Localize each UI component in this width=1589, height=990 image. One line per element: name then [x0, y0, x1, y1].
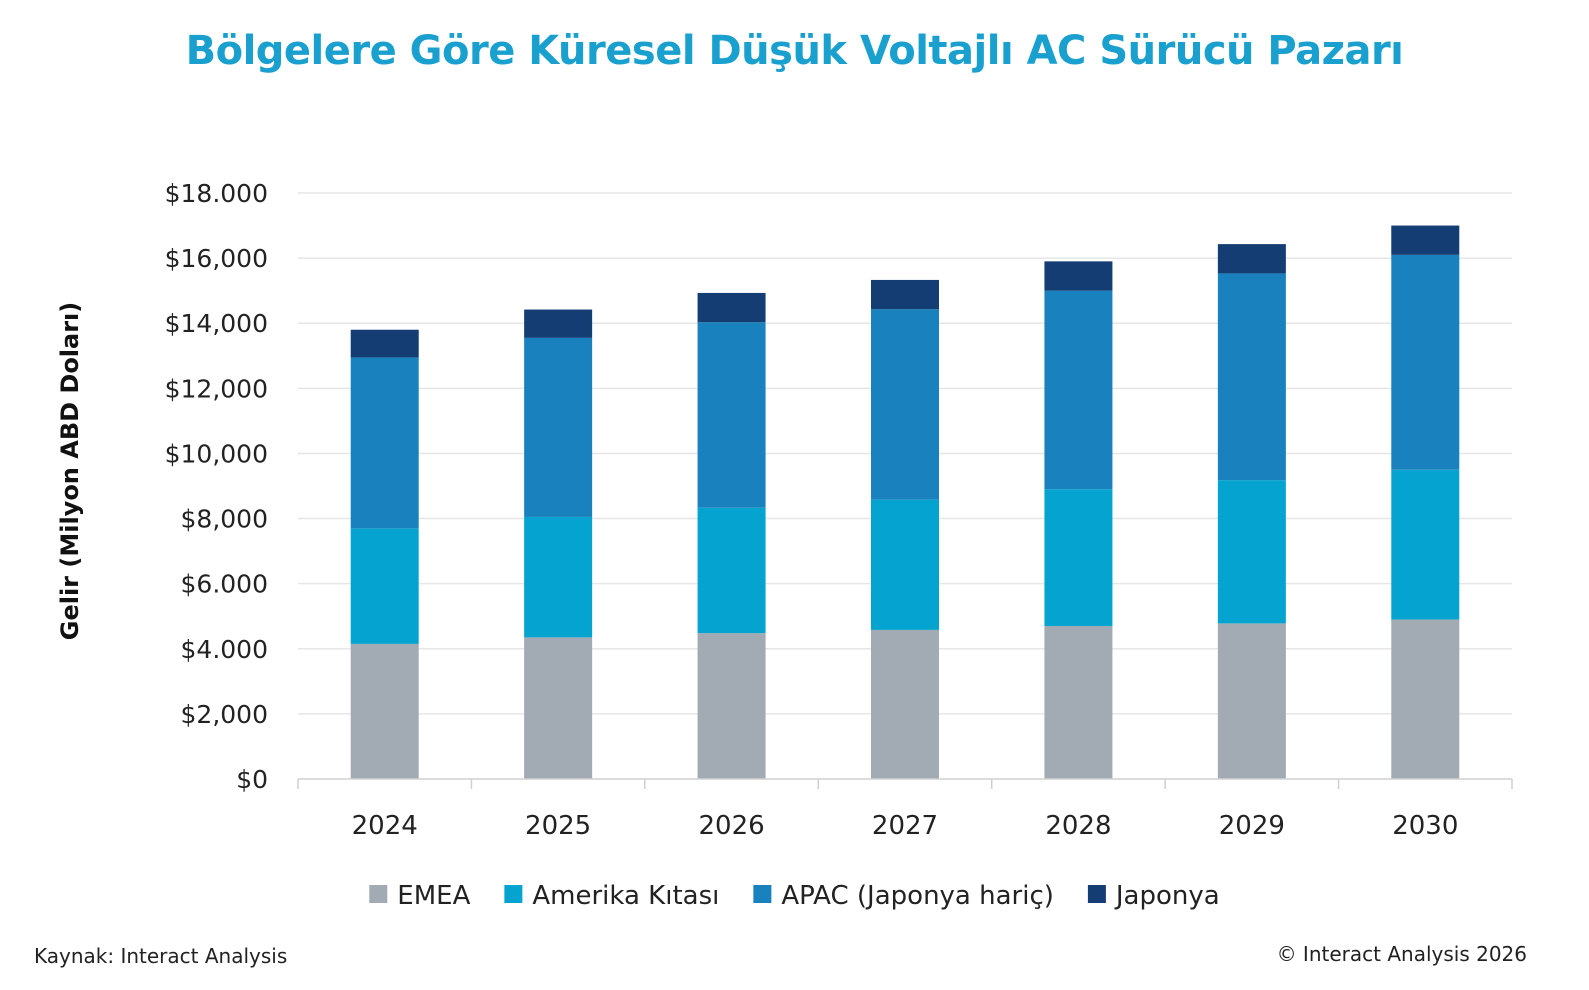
bar-segment: [524, 309, 593, 338]
y-tick-label: $14,000: [165, 309, 268, 338]
bar-segment: [1391, 225, 1460, 255]
x-tick-label: 2025: [525, 811, 591, 841]
bar-segment: [1391, 619, 1460, 779]
bar-segment: [1217, 480, 1286, 624]
bar-segment: [350, 643, 419, 779]
bar-segment: [871, 279, 939, 310]
x-tick-label: 2026: [698, 811, 764, 841]
x-tick-label: 2029: [1219, 811, 1285, 841]
bar-segment: [350, 528, 419, 644]
y-tick-label: $0: [236, 765, 268, 794]
bar-segment: [1391, 469, 1460, 620]
y-tick-label: $8,000: [181, 505, 268, 534]
legend-swatch: [369, 885, 388, 903]
bar-segment: [697, 507, 766, 634]
legend-item: Amerika Kıtası: [504, 881, 719, 911]
bar-segment: [871, 629, 939, 779]
x-tick-label: 2024: [352, 811, 418, 841]
legend-swatch: [504, 885, 523, 903]
legend-item: Japonya: [1087, 881, 1220, 911]
y-axis-title: Gelir (Milyon ABD Doları): [56, 302, 84, 641]
bar-segment: [871, 309, 939, 500]
legend-label: Amerika Kıtası: [532, 881, 719, 911]
legend-item: APAC (Japonya hariç): [753, 881, 1054, 911]
legend-item: EMEA: [369, 881, 471, 911]
bar-segment: [350, 329, 419, 358]
bar-segment: [524, 637, 593, 779]
legend: EMEA Amerika Kıtası APAC (Japonya hariç) Ja…: [369, 881, 1220, 911]
y-tick-label: $10,000: [165, 439, 268, 468]
bar-segment: [1044, 261, 1113, 291]
bar-segment: [871, 499, 939, 630]
y-tick-label: $2,000: [181, 700, 268, 729]
bar-segment: [697, 322, 766, 508]
legend-swatch: [753, 885, 772, 903]
bar-segment: [1044, 290, 1113, 490]
legend-label: Japonya: [1114, 881, 1220, 911]
y-axis-label: Gelir (Milyon ABD Doları): [56, 302, 84, 641]
y-tick-label: $6.000: [181, 570, 268, 599]
bars: [350, 225, 1460, 779]
y-tick-label: $16,000: [165, 244, 268, 273]
bar-segment: [1217, 273, 1286, 481]
axes: $0 $2,000 $4.000 $6.000 $8,000 $10,000 $12,000…: [165, 179, 1513, 841]
legend-label: EMEA: [397, 881, 470, 911]
bar-segment: [1044, 625, 1113, 779]
x-tick-label: 2027: [872, 811, 938, 841]
x-tick-label: 2030: [1392, 811, 1458, 841]
bar-segment: [1217, 244, 1286, 274]
y-tick-label: $4.000: [181, 635, 268, 664]
chart-title: Bölgelere Göre Küresel Düşük Voltajlı AC…: [185, 28, 1404, 74]
bar-segment: [524, 337, 593, 517]
legend-swatch: [1087, 885, 1106, 903]
bar-segment: [350, 357, 419, 529]
x-tick-label: 2028: [1045, 811, 1111, 841]
bar-segment: [524, 516, 593, 638]
legend-label: APAC (Japonya hariç): [781, 881, 1054, 911]
copyright-note: © Interact Analysis 2026: [1276, 942, 1527, 966]
bar-segment: [697, 633, 766, 779]
source-note: Kaynak: Interact Analysis: [34, 944, 288, 968]
bar-segment: [1044, 489, 1113, 626]
bar-segment: [697, 292, 766, 323]
bar-segment: [1217, 623, 1286, 779]
y-tick-label: $12,000: [165, 374, 268, 403]
bar-segment: [1391, 254, 1460, 470]
y-tick-label: $18.000: [165, 179, 268, 208]
